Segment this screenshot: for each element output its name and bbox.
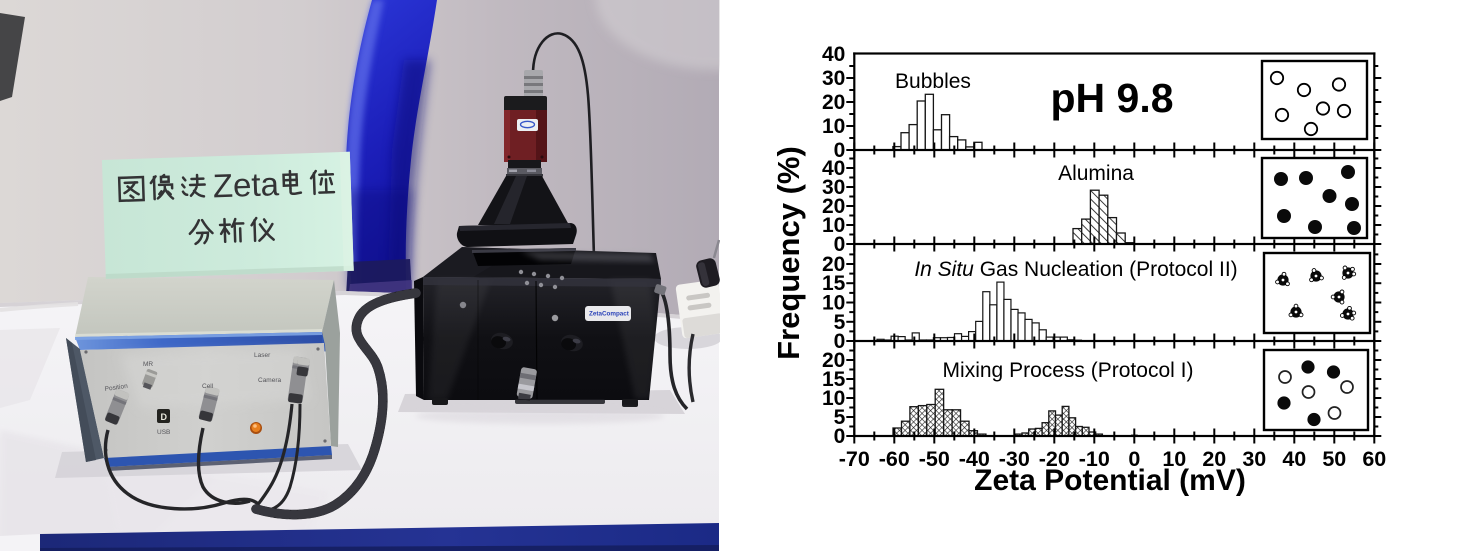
svg-text:In Situ Gas Nucleation (Protoc: In Situ Gas Nucleation (Protocol II) [914, 258, 1237, 281]
svg-text:5: 5 [834, 311, 846, 334]
svg-text:10: 10 [822, 387, 845, 410]
svg-text:15: 15 [822, 368, 846, 391]
svg-text:10: 10 [822, 115, 845, 138]
svg-text:MR: MR [143, 361, 153, 368]
svg-text:0: 0 [834, 139, 846, 162]
svg-text:Alumina: Alumina [1058, 162, 1134, 185]
svg-text:Camera: Camera [258, 377, 282, 384]
svg-text:Frequency (%): Frequency (%) [771, 146, 806, 360]
svg-text:-30: -30 [999, 447, 1030, 471]
svg-text:Bubbles: Bubbles [895, 70, 971, 93]
svg-text:10: 10 [822, 214, 845, 237]
svg-text:40: 40 [1282, 447, 1306, 471]
svg-text:0: 0 [834, 330, 846, 353]
svg-text:pH 9.8: pH 9.8 [1050, 75, 1173, 121]
svg-text:15: 15 [822, 272, 846, 295]
svg-text:30: 30 [822, 67, 845, 90]
svg-text:Mixing Process (Protocol I): Mixing Process (Protocol I) [943, 359, 1194, 382]
svg-text:Zeta: Zeta [212, 165, 280, 204]
svg-text:40: 40 [822, 43, 845, 66]
svg-text:0: 0 [834, 233, 846, 256]
svg-text:Position: Position [104, 383, 128, 393]
svg-text:20: 20 [822, 253, 845, 276]
svg-text:50: 50 [1322, 447, 1346, 471]
svg-text:-60: -60 [879, 447, 910, 471]
svg-text:-50: -50 [919, 447, 950, 471]
svg-text:-20: -20 [1039, 447, 1070, 471]
svg-text:10: 10 [822, 292, 845, 315]
svg-text:20: 20 [822, 349, 845, 372]
svg-text:0: 0 [1128, 447, 1140, 471]
svg-text:-40: -40 [959, 447, 990, 471]
svg-text:20: 20 [822, 195, 845, 218]
svg-text:5: 5 [834, 406, 846, 429]
svg-text:-70: -70 [839, 447, 870, 471]
svg-text:-10: -10 [1079, 447, 1110, 471]
svg-text:ZetaCompact: ZetaCompact [589, 311, 630, 318]
svg-text:20: 20 [1202, 447, 1226, 471]
svg-text:30: 30 [1242, 447, 1266, 471]
svg-text:10: 10 [1162, 447, 1186, 471]
svg-text:40: 40 [822, 157, 845, 180]
svg-text:Laser: Laser [254, 352, 271, 359]
svg-text:USB: USB [157, 429, 170, 436]
svg-text:60: 60 [1362, 447, 1386, 471]
svg-text:20: 20 [822, 91, 845, 114]
svg-text:Zeta Potential (mV): Zeta Potential (mV) [974, 464, 1246, 497]
svg-text:30: 30 [822, 176, 845, 199]
svg-text:0: 0 [834, 425, 846, 448]
svg-text:D: D [161, 412, 168, 422]
svg-text:Cell: Cell [202, 383, 214, 390]
